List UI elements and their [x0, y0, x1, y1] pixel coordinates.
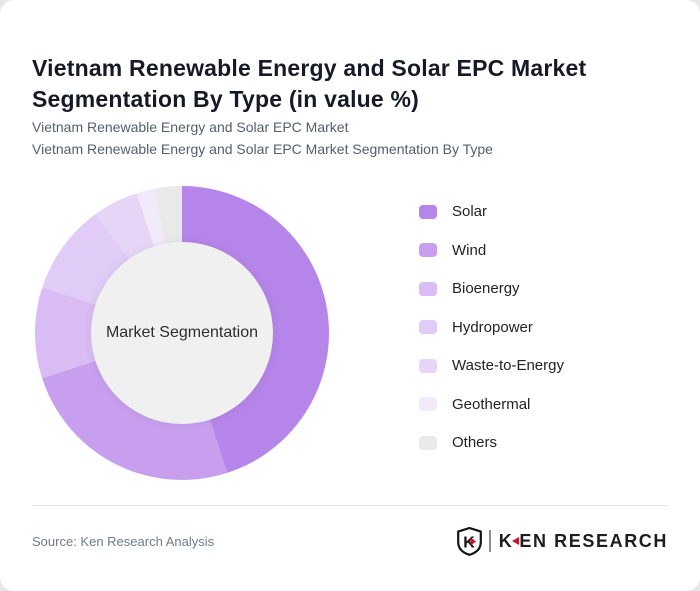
legend-item-hydropower[interactable]: Hydropower [419, 320, 564, 335]
page-title: Vietnam Renewable Energy and Solar EPC M… [32, 55, 587, 113]
legend-label: Hydropower [452, 318, 533, 336]
legend-label: Wind [452, 241, 487, 259]
legend-swatch [419, 281, 437, 296]
legend-item-waste-to-energy[interactable]: Waste-to-Energy [419, 358, 564, 373]
source-text: Source: Ken Research Analysis [32, 533, 215, 549]
legend-item-solar[interactable]: Solar [419, 204, 564, 219]
donut-center-label: Market Segmentation [105, 324, 259, 341]
legend-item-wind[interactable]: Wind [419, 243, 564, 258]
legend: Solar Wind Bioenergy Hydropower Waste-to-Ene… [419, 204, 564, 474]
legend-swatch [419, 243, 437, 257]
donut-chart[interactable]: Market Segmentation [35, 186, 329, 480]
legend-swatch [419, 204, 437, 219]
ken-research-shield-icon: K [457, 526, 483, 556]
legend-swatch [419, 397, 437, 411]
footer-divider [32, 505, 668, 506]
wordmark-accent-triangle-icon [512, 537, 520, 545]
legend-label: Bioenergy [452, 280, 520, 297]
legend-item-bioenergy[interactable]: Bioenergy [419, 281, 564, 296]
subtitle-line-1: Vietnam Renewable Energy and Solar EPC M… [32, 119, 349, 135]
legend-item-others[interactable]: Others [419, 435, 564, 450]
brand-logo: K K EN RESEARCH [457, 526, 668, 556]
legend-label: Others [452, 434, 498, 451]
brand-wordmark: K EN RESEARCH [499, 531, 668, 552]
legend-label: Solar [452, 203, 488, 220]
chart-area: Market Segmentation Solar Wind Bioenergy Hy… [0, 180, 700, 490]
chart-subtitle: Vietnam Renewable Energy and Solar EPC M… [32, 116, 672, 160]
legend-swatch [419, 435, 437, 450]
legend-swatch [419, 320, 437, 334]
shield-accent-triangle [470, 537, 477, 545]
brand-divider-bar [489, 530, 491, 552]
subtitle-line-2: Vietnam Renewable Energy and Solar EPC M… [32, 141, 493, 157]
legend-swatch [419, 358, 437, 373]
legend-label: Geothermal [452, 395, 531, 413]
footer: Source: Ken Research Analysis K K EN RES… [32, 522, 668, 560]
wordmark-k: K [498, 530, 514, 551]
legend-item-geothermal[interactable]: Geothermal [419, 397, 564, 412]
legend-label: Waste-to-Energy [452, 357, 564, 374]
donut-hole: Market Segmentation [91, 242, 273, 424]
wordmark-rest: EN RESEARCH [519, 530, 668, 551]
